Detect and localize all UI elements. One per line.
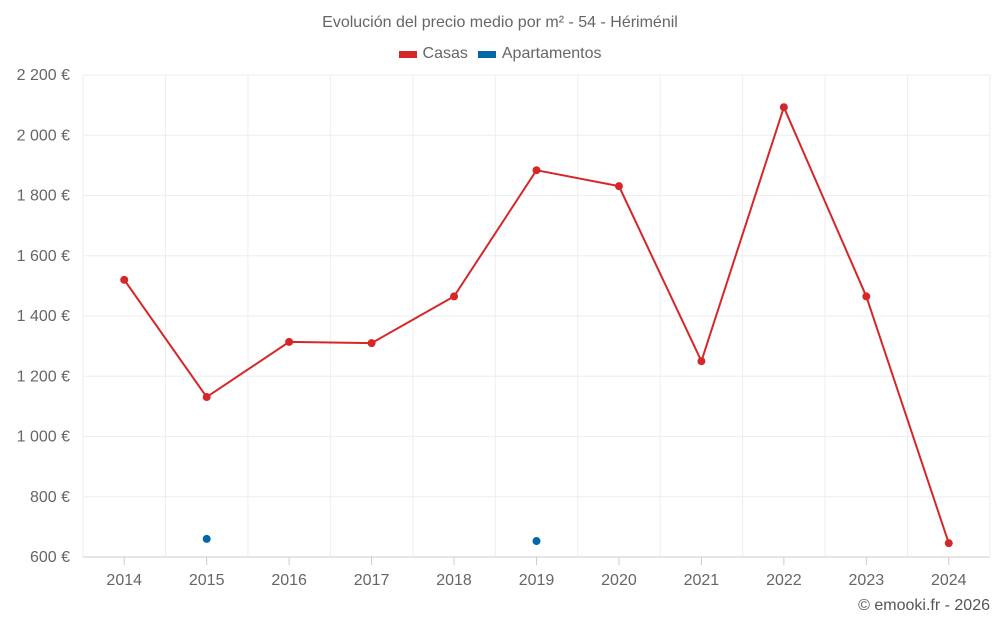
data-point-casas	[120, 275, 129, 284]
data-point-casas	[450, 292, 459, 301]
legend-item-apartamentos[interactable]: Apartamentos	[477, 45, 602, 63]
data-point-casas	[862, 292, 871, 301]
x-tick-label: 2023	[849, 572, 885, 589]
y-tick-label: 800 €	[30, 489, 70, 506]
y-tick-label: 1 600 €	[17, 248, 70, 265]
data-point-casas	[367, 339, 376, 348]
chart-title: Evolución del precio medio por m² - 54 -…	[322, 14, 678, 31]
data-point-casas	[202, 393, 211, 402]
legend: Casas Apartamentos	[0, 45, 1000, 63]
x-tick-label: 2018	[436, 572, 472, 589]
x-tick-label: 2022	[766, 572, 802, 589]
x-tick-label: 2019	[519, 572, 555, 589]
y-tick-label: 2 000 €	[17, 127, 70, 144]
y-tick-label: 1 400 €	[17, 308, 70, 325]
x-tick-label: 2020	[601, 572, 637, 589]
legend-item-casas[interactable]: Casas	[398, 45, 468, 63]
data-point-apartamentos	[532, 537, 541, 546]
y-tick-label: 1 800 €	[17, 188, 70, 205]
y-tick-label: 2 200 €	[17, 67, 70, 84]
data-point-casas	[779, 103, 788, 112]
legend-swatch-apartamentos	[477, 50, 496, 58]
y-tick-label: 1 200 €	[17, 368, 70, 385]
x-tick-label: 2016	[271, 572, 307, 589]
data-point-apartamentos	[202, 534, 211, 543]
data-point-casas	[944, 539, 953, 548]
data-point-casas	[697, 357, 706, 366]
x-tick-label: 2017	[354, 572, 390, 589]
data-point-casas	[532, 166, 541, 175]
y-tick-label: 600 €	[30, 549, 70, 566]
legend-label-casas: Casas	[422, 45, 468, 62]
x-tick-label: 2021	[684, 572, 720, 589]
data-point-casas	[285, 337, 294, 346]
data-point-casas	[614, 182, 623, 191]
legend-swatch-casas	[398, 50, 417, 58]
x-tick-label: 2015	[189, 572, 225, 589]
x-tick-label: 2024	[931, 572, 967, 589]
credit: © emooki.fr - 2026	[858, 597, 990, 614]
x-tick-label: 2014	[106, 572, 142, 589]
y-tick-label: 1 000 €	[17, 429, 70, 446]
legend-label-apartamentos: Apartamentos	[501, 45, 602, 62]
